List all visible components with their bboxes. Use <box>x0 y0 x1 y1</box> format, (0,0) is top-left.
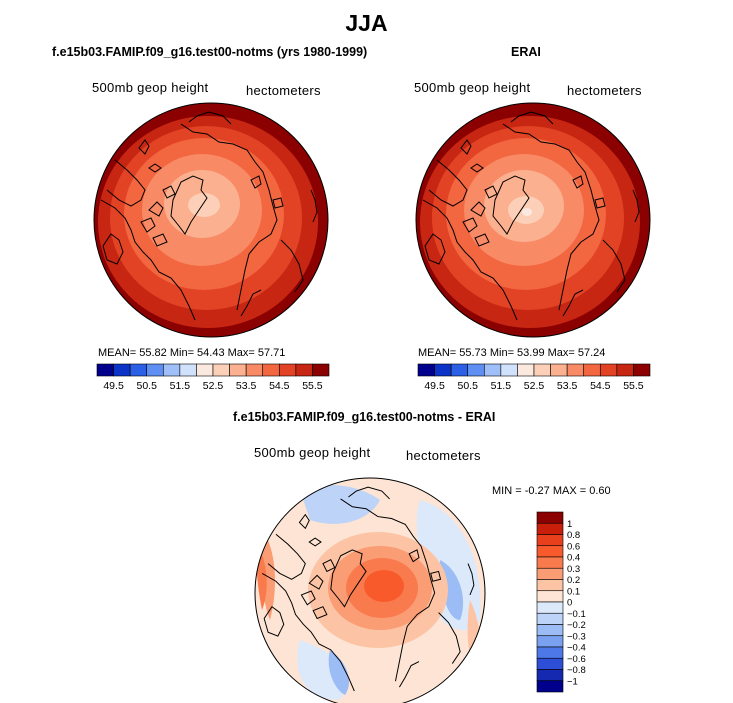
diff-colorbar-tick-label: 0.6 <box>567 541 580 552</box>
obs-colorbar-tick-label: 53.5 <box>557 380 578 392</box>
diff-stats: MIN = -0.27 MAX = 0.60 <box>492 485 611 497</box>
obs-colorbar-swatch <box>500 363 518 377</box>
diff-colorbar-swatch <box>536 669 564 682</box>
diff-colorbar-tick-label: −0.1 <box>567 609 586 620</box>
obs-colorbar-swatch <box>583 363 601 377</box>
model-colorbar-tick-label: 55.5 <box>302 380 323 392</box>
model-colorbar-swatch <box>179 363 197 377</box>
diff-colorbar-swatch <box>536 657 564 670</box>
diff-colorbar: 10.80.60.40.30.20.10−0.1−0.2−0.3−0.4−0.6… <box>536 511 586 693</box>
model-polar-map <box>93 102 329 338</box>
diff-colorbar-tick-label: −0.2 <box>567 620 586 631</box>
model-colorbar-tick-label: 53.5 <box>236 380 257 392</box>
figure-title: JJA <box>345 10 388 36</box>
diff-variable-label: 500mb geop height <box>254 445 371 460</box>
diff-colorbar-tick-label: −1 <box>567 676 578 687</box>
model-colorbar-swatch <box>196 363 214 377</box>
model-colorbar: 49.550.551.552.553.554.555.556.5 <box>96 363 330 392</box>
model-units-label: hectometers <box>246 83 321 98</box>
diff-colorbar-swatch <box>536 601 564 614</box>
obs-colorbar-tick-label: 51.5 <box>491 380 512 392</box>
model-colorbar-swatch <box>212 363 230 377</box>
diff-colorbar-swatch <box>536 635 564 648</box>
diff-colorbar-swatch <box>536 680 564 693</box>
obs-colorbar-tick-label: 50.5 <box>457 380 478 392</box>
diff-colorbar-tick-label: 0.3 <box>567 564 580 575</box>
diff-colorbar-swatch <box>536 511 564 524</box>
obs-panel-title: ERAI <box>511 45 541 59</box>
model-colorbar-swatch <box>96 363 114 377</box>
diff-colorbar-tick-label: −0.6 <box>567 654 586 665</box>
obs-colorbar-tick-label: 49.5 <box>424 380 445 392</box>
diff-panel-title: f.e15b03.FAMIP.f09_g16.test00-notms - ER… <box>233 410 496 424</box>
obs-stats: MEAN= 55.73 Min= 53.99 Max= 57.24 <box>418 347 606 359</box>
diff-colorbar-swatch <box>536 624 564 637</box>
model-colorbar-swatch <box>129 363 148 377</box>
obs-colorbar-swatch <box>599 363 618 377</box>
diff-colorbar-tick-label: −0.3 <box>567 631 586 642</box>
obs-units-label: hectometers <box>567 83 642 98</box>
model-colorbar-swatch <box>162 363 181 377</box>
model-colorbar-tick-label: 54.5 <box>269 380 290 392</box>
model-colorbar-swatch <box>278 363 297 377</box>
diff-colorbar-swatch <box>536 556 564 569</box>
diff-colorbar-swatch <box>536 646 564 659</box>
obs-colorbar-tick-label: 54.5 <box>590 380 611 392</box>
diff-units-label: hectometers <box>406 448 481 463</box>
diff-colorbar-swatch <box>536 579 564 592</box>
diff-colorbar-swatch <box>536 522 564 535</box>
model-colorbar-swatch <box>229 363 247 377</box>
obs-colorbar-swatch <box>434 363 452 377</box>
diff-colorbar-tick-label: 0.8 <box>567 530 580 541</box>
obs-colorbar-swatch <box>616 363 634 377</box>
model-stats: MEAN= 55.82 Min= 54.43 Max= 57.71 <box>98 347 286 359</box>
model-colorbar-tick-label: 52.5 <box>203 380 224 392</box>
obs-variable-label: 500mb geop height <box>414 80 531 95</box>
model-colorbar-swatch <box>146 363 164 377</box>
obs-colorbar-swatch <box>483 363 502 377</box>
obs-colorbar-swatch <box>533 363 551 377</box>
diff-colorbar-tick-label: −0.8 <box>567 665 586 676</box>
model-colorbar-swatch <box>113 363 131 377</box>
diff-colorbar-swatch <box>536 590 564 603</box>
obs-colorbar-swatch <box>517 363 535 377</box>
model-variable-label: 500mb geop height <box>92 80 209 95</box>
model-colorbar-tick-label: 51.5 <box>170 380 191 392</box>
obs-colorbar: 49.550.551.552.553.554.555.556.5 <box>417 363 651 392</box>
diff-colorbar-swatch <box>536 567 564 580</box>
diff-colorbar-tick-label: 1 <box>567 519 572 530</box>
model-colorbar-swatch <box>312 363 330 377</box>
obs-colorbar-swatch <box>566 363 585 377</box>
obs-polar-map <box>415 102 651 338</box>
diff-colorbar-tick-label: −0.4 <box>567 643 586 654</box>
model-colorbar-swatch <box>245 363 264 377</box>
model-colorbar-swatch <box>262 363 280 377</box>
diff-colorbar-swatch <box>536 545 564 558</box>
diff-colorbar-swatch <box>536 612 564 625</box>
obs-colorbar-swatch <box>467 363 485 377</box>
obs-colorbar-swatch <box>417 363 435 377</box>
diff-colorbar-tick-label: 0 <box>567 598 572 609</box>
obs-colorbar-swatch <box>450 363 469 377</box>
diff-colorbar-swatch <box>536 534 564 547</box>
obs-colorbar-tick-label: 52.5 <box>524 380 545 392</box>
obs-colorbar-tick-label: 55.5 <box>623 380 644 392</box>
model-colorbar-swatch <box>295 363 313 377</box>
diff-colorbar-tick-label: 0.2 <box>567 575 580 586</box>
model-colorbar-tick-label: 49.5 <box>103 380 124 392</box>
diff-colorbar-tick-label: 0.1 <box>567 586 580 597</box>
obs-colorbar-swatch <box>550 363 568 377</box>
obs-colorbar-swatch <box>633 363 651 377</box>
model-panel-title: f.e15b03.FAMIP.f09_g16.test00-notms (yrs… <box>52 45 368 59</box>
model-colorbar-tick-label: 50.5 <box>136 380 157 392</box>
diff-polar-map <box>254 477 486 703</box>
diff-colorbar-tick-label: 0.4 <box>567 553 580 564</box>
